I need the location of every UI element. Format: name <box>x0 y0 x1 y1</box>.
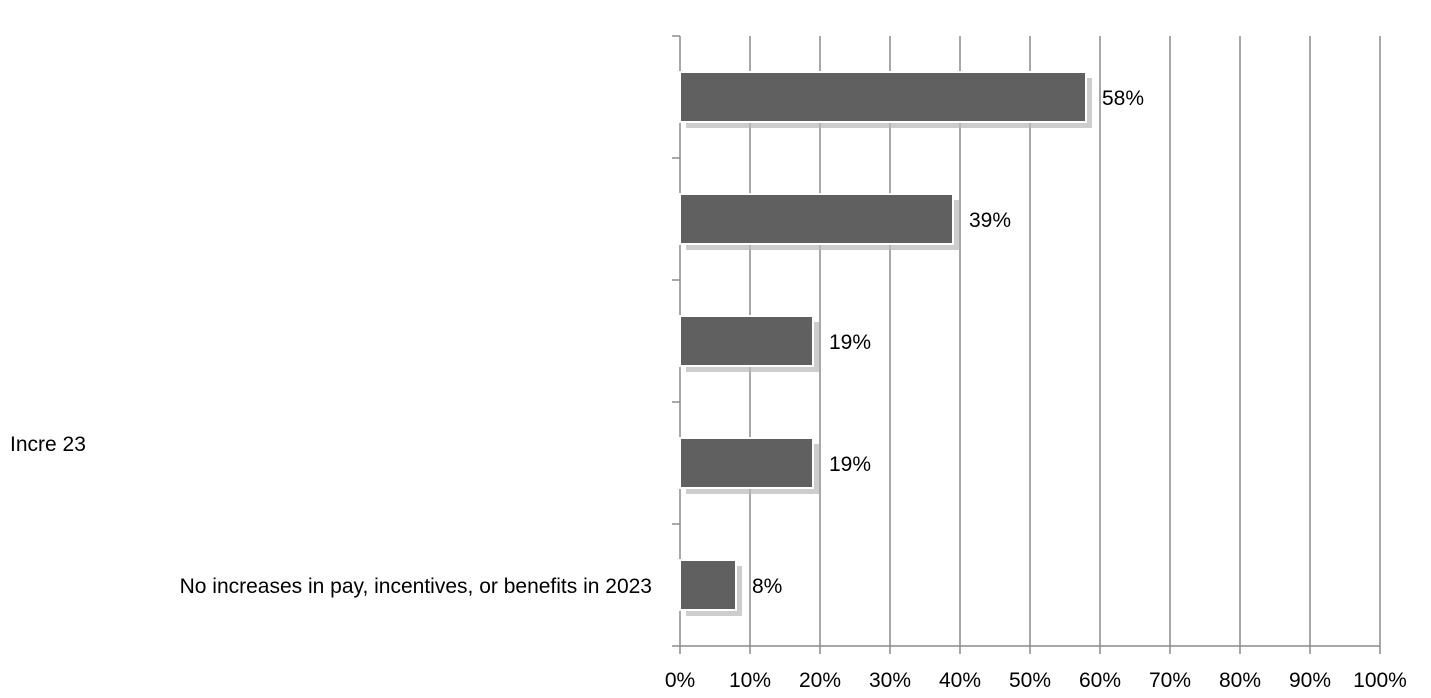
x-tick-label: 30% <box>869 669 911 692</box>
x-tick-label: 10% <box>729 669 771 692</box>
x-tick-label: 100% <box>1353 669 1407 692</box>
x-tick-label: 70% <box>1149 669 1191 692</box>
bar <box>679 71 1087 123</box>
bar <box>679 437 814 489</box>
x-tick-label: 90% <box>1289 669 1331 692</box>
data-label: 39% <box>969 209 1011 232</box>
x-tick-label: 40% <box>939 669 981 692</box>
bar <box>679 559 737 611</box>
x-tick-label: 20% <box>799 669 841 692</box>
x-tick-label: 0% <box>665 669 695 692</box>
x-tick-label: 50% <box>1009 669 1051 692</box>
bar <box>679 315 814 367</box>
data-label: 8% <box>752 575 782 598</box>
x-tick-label: 60% <box>1079 669 1121 692</box>
category-label: Incre 23 <box>10 433 86 456</box>
x-tick-label: 80% <box>1219 669 1261 692</box>
data-label: 58% <box>1102 87 1144 110</box>
bar <box>679 193 954 245</box>
data-label: 19% <box>829 453 871 476</box>
data-label: 19% <box>829 331 871 354</box>
category-label: No increases in pay, incentives, or bene… <box>180 575 652 598</box>
